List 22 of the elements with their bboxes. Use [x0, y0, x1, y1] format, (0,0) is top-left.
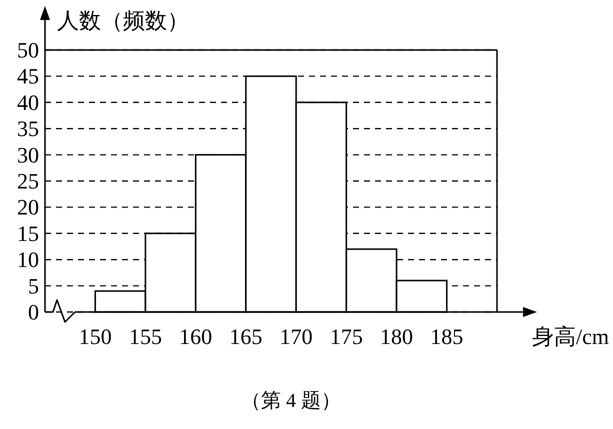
x-tick-label: 185 [430, 324, 464, 349]
x-axis-title: 身高/cm [532, 324, 609, 349]
y-tick-label: 40 [17, 90, 39, 115]
y-tick-label: 15 [17, 220, 39, 246]
y-tick-label: 35 [17, 116, 39, 142]
y-tick-label: 10 [17, 247, 39, 272]
y-tick-label: 25 [17, 168, 39, 194]
x-tick-label: 165 [229, 324, 262, 349]
y-tick-label: 50 [17, 38, 39, 62]
y-tick-label: 20 [17, 194, 39, 220]
y-tick-label: 45 [17, 64, 39, 89]
y-tick-label: 0 [28, 300, 39, 324]
x-tick-label: 150 [78, 324, 112, 349]
text: （第 4 题） [241, 390, 341, 412]
x-tick-label: 175 [330, 324, 363, 349]
y-tick-label: 5 [28, 273, 39, 298]
x-tick-label: 160 [179, 324, 212, 349]
x-tick-label: 155 [128, 324, 162, 349]
x-tick-label: 170 [280, 324, 313, 349]
x-tick-label: 180 [380, 324, 414, 349]
y-tick-label: 30 [17, 142, 39, 168]
y-axis-title: 人数（频数） [57, 8, 189, 33]
